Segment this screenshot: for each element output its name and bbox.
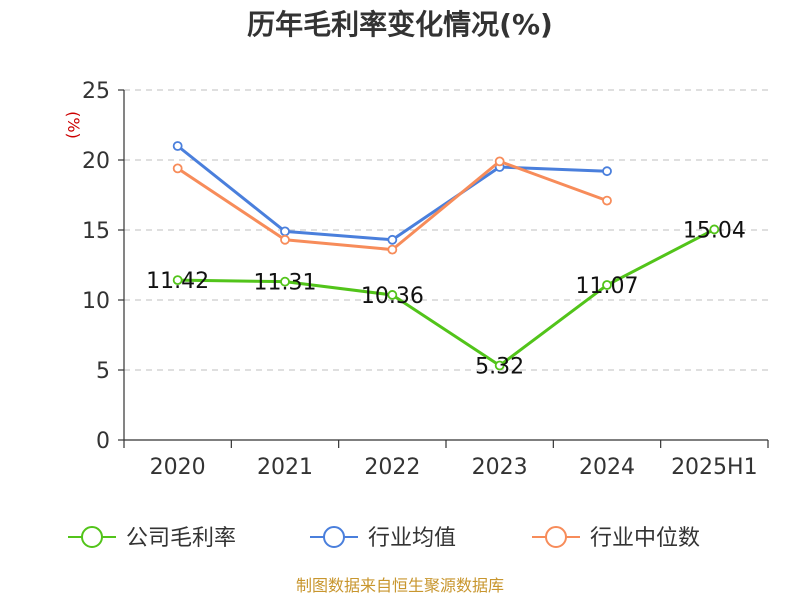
- series-1-point-2022: [387, 234, 398, 245]
- source-note: 制图数据来自恒生聚源数据库: [296, 576, 504, 595]
- chart-title: 历年毛利率变化情况(%): [247, 8, 553, 41]
- data-label-2023: 5.32: [475, 355, 524, 380]
- y-tick-label-25: 25: [82, 79, 110, 104]
- legend-marker-2: [545, 526, 567, 548]
- series-0-point-2024: [602, 280, 612, 290]
- data-label-2020: 11.42: [146, 269, 209, 294]
- series-2-point-2024: [602, 195, 612, 206]
- series-2-point-2020: [172, 163, 183, 174]
- series-2-point-2022: [387, 244, 398, 255]
- y-tick-label-15: 15: [82, 219, 110, 244]
- y-tick-label-10: 10: [82, 289, 110, 314]
- x-tick-label-2025H1: 2025H1: [671, 455, 758, 480]
- y-tick-label-5: 5: [96, 359, 110, 384]
- series-1-point-2021: [280, 226, 290, 237]
- legend-label-1: 行业均值: [368, 526, 456, 551]
- series-2-point-2021: [280, 234, 290, 245]
- x-tick-label-2021: 2021: [257, 455, 313, 480]
- x-tick-label-2022: 2022: [364, 455, 420, 480]
- grid-lines: [124, 89, 768, 371]
- series-line-0: [177, 228, 716, 368]
- legend-marker-0: [81, 526, 103, 548]
- data-label-2022: 10.36: [361, 284, 424, 309]
- x-tick-label-2023: 2023: [472, 455, 528, 480]
- series-0-point-2023: [494, 360, 505, 371]
- y-tick-label-0: 0: [96, 429, 110, 454]
- series-0-point-2021: [280, 276, 290, 287]
- legend-marker-1: [323, 526, 345, 548]
- x-tick-label-2020: 2020: [150, 455, 206, 480]
- legend-label-0: 公司毛利率: [126, 526, 236, 551]
- series-1-point-2020: [172, 141, 183, 151]
- series-0-point-2025H1: [709, 224, 720, 235]
- series-lines: [172, 141, 720, 371]
- legend-label-2: 行业中位数: [590, 526, 700, 551]
- series-0-point-2022: [387, 290, 398, 300]
- y-tick-label-20: 20: [82, 149, 110, 174]
- axes: 0 5 10 15 20 25 2020 2021 2022 2023 2024 2025H1: [82, 79, 769, 480]
- data-label-2025H1: 15.04: [683, 218, 746, 243]
- x-tick-label-2024: 2024: [579, 455, 635, 480]
- series-0-point-2020: [172, 275, 183, 286]
- data-labels: 11.42 11.31 10.36 5.32 11.07 15.04: [146, 218, 746, 379]
- y-axis-label: (%): [64, 111, 83, 139]
- data-label-2024: 11.07: [576, 274, 639, 299]
- series-2-point-2023: [494, 156, 505, 167]
- legend: 公司毛利率 行业均值 行业中位数: [68, 526, 700, 551]
- data-label-2021: 11.31: [254, 271, 317, 296]
- series-1-point-2024: [602, 166, 612, 177]
